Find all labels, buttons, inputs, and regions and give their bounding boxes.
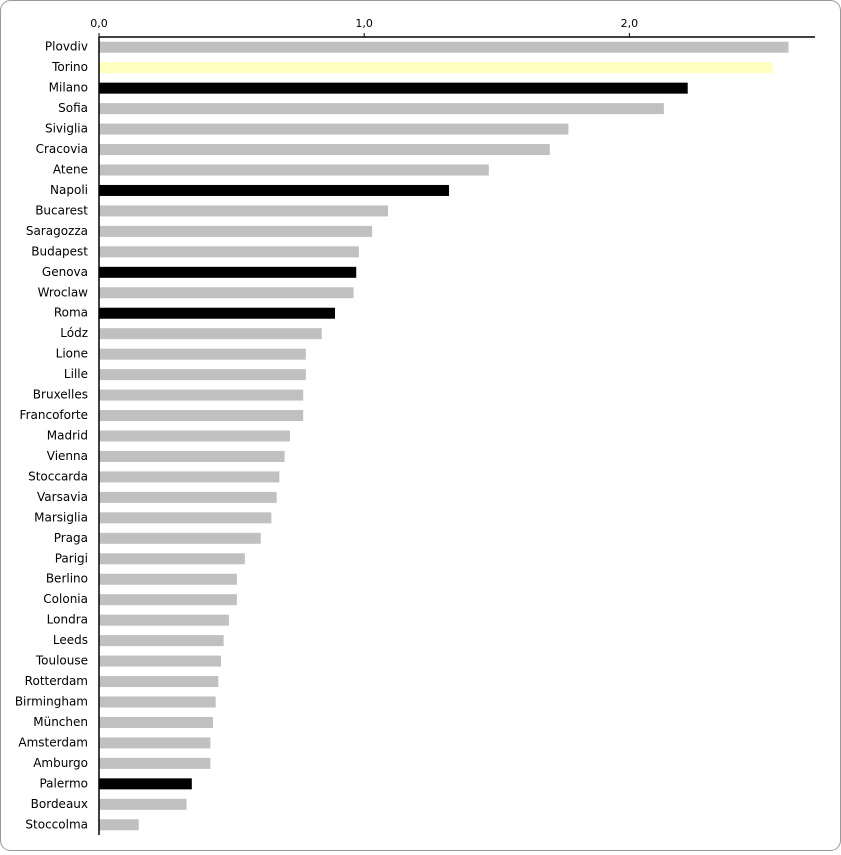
y-tick-label: Praga <box>54 531 88 545</box>
bar <box>99 164 489 176</box>
bar <box>99 430 290 442</box>
y-tick-label: Madrid <box>47 429 88 443</box>
y-tick-label: Marsiglia <box>34 510 88 524</box>
y-tick-label: Bucarest <box>35 203 88 217</box>
y-tick-label: München <box>33 715 88 729</box>
y-tick-label: Napoli <box>50 183 88 197</box>
bar <box>99 41 789 53</box>
bar <box>99 82 688 94</box>
y-tick-label: Colonia <box>43 592 88 606</box>
bar <box>99 389 304 401</box>
bar <box>99 307 336 319</box>
bar <box>99 778 192 790</box>
y-tick-label: Milano <box>49 81 88 95</box>
y-tick-label: Bordeaux <box>31 797 88 811</box>
x-tick-label: 2,0 <box>621 17 639 30</box>
bar <box>99 635 224 647</box>
bar <box>99 798 187 810</box>
y-tick-label: Leeds <box>53 633 88 647</box>
bar <box>99 716 214 728</box>
y-tick-label: Budapest <box>31 244 88 258</box>
bar <box>99 369 306 381</box>
bar <box>99 266 357 278</box>
bar <box>99 103 664 115</box>
bar <box>99 676 219 688</box>
y-tick-label: Palermo <box>39 776 88 790</box>
bar <box>99 757 211 769</box>
x-tick-label: 1,0 <box>355 17 373 30</box>
y-tick-label: Berlino <box>46 572 88 586</box>
y-tick-label: Birmingham <box>15 695 88 709</box>
bar <box>99 205 389 217</box>
bar <box>99 246 359 258</box>
bar <box>99 144 550 156</box>
y-tick-label: Cracovia <box>36 142 88 156</box>
y-tick-label: Vienna <box>47 449 88 463</box>
bar <box>99 737 211 749</box>
y-tick-label: Genova <box>42 265 88 279</box>
bar <box>99 553 245 565</box>
bar <box>99 471 280 483</box>
y-tick-label: Lódz <box>60 326 88 340</box>
y-tick-label: Toulouse <box>35 654 88 668</box>
y-tick-label: Rotterdam <box>25 674 88 688</box>
bar <box>99 225 373 237</box>
y-tick-label: Stoccarda <box>28 469 88 483</box>
bar <box>99 450 285 462</box>
y-tick-label: Roma <box>54 306 88 320</box>
bar <box>99 491 277 503</box>
bar <box>99 819 139 831</box>
bar <box>99 287 354 299</box>
y-tick-label: Wroclaw <box>38 285 89 299</box>
y-tick-label: Atene <box>53 163 88 177</box>
bar <box>99 123 569 135</box>
bar <box>99 512 272 524</box>
y-tick-label: Amsterdam <box>18 735 88 749</box>
bar <box>99 655 221 667</box>
bar <box>99 62 773 74</box>
bar <box>99 573 237 585</box>
y-tick-label: Torino <box>51 60 88 74</box>
y-tick-label: Saragozza <box>26 224 88 238</box>
y-tick-label: Lille <box>64 367 88 381</box>
bar <box>99 328 322 340</box>
y-tick-label: Londra <box>47 613 88 627</box>
y-tick-label: Amburgo <box>33 756 88 770</box>
y-tick-label: Stoccolma <box>25 817 88 831</box>
bar <box>99 184 450 196</box>
y-tick-label: Varsavia <box>37 490 88 504</box>
y-tick-label: Sofia <box>58 101 88 115</box>
y-tick-label: Plovdiv <box>45 40 88 54</box>
bar <box>99 532 261 544</box>
bar <box>99 348 306 360</box>
y-tick-label: Bruxelles <box>33 388 88 402</box>
bar <box>99 614 229 626</box>
bar <box>99 594 237 606</box>
x-tick-label: 0,0 <box>90 17 108 30</box>
y-tick-label: Lione <box>56 347 88 361</box>
y-tick-label: Francoforte <box>20 408 88 422</box>
bar <box>99 410 304 422</box>
y-tick-label: Parigi <box>55 551 88 565</box>
bar <box>99 696 216 708</box>
y-tick-label: Siviglia <box>45 122 88 136</box>
